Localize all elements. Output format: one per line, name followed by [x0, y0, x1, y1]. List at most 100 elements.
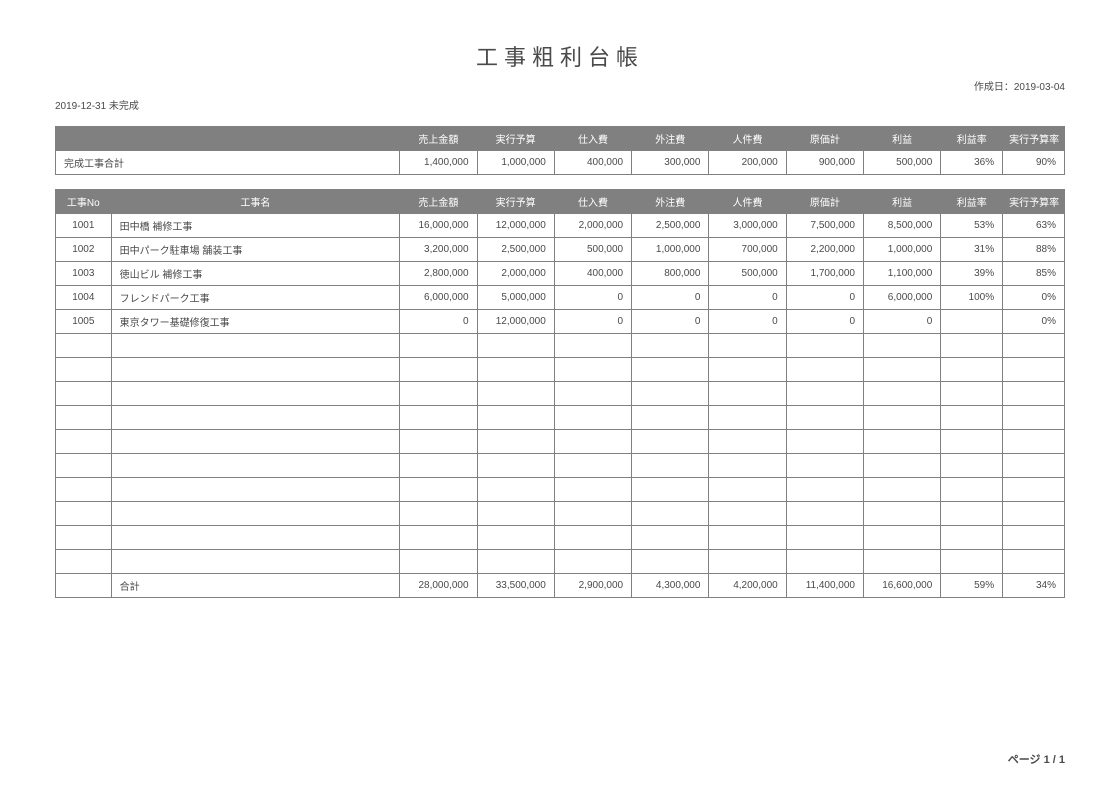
cell-value: 0 [632, 286, 709, 310]
construction-no: 1004 [56, 286, 112, 310]
summary-header: 人件費 [709, 127, 786, 151]
cell-value: 7,500,000 [786, 214, 863, 238]
detail-table: 工事No 工事名 売上金額 実行予算 仕入費 外注費 人件費 原価計 利益 利益… [55, 189, 1065, 598]
empty-cell [1003, 478, 1065, 502]
summary-header-blank [56, 127, 400, 151]
empty-cell [632, 454, 709, 478]
empty-cell [941, 526, 1003, 550]
detail-header: 実行予算率 [1003, 190, 1065, 214]
cell-value: 0 [786, 310, 863, 334]
cell-value: 2,800,000 [400, 262, 477, 286]
empty-cell [554, 406, 631, 430]
gokei-value: 33,500,000 [477, 574, 554, 598]
empty-cell [56, 526, 112, 550]
cell-value: 5,000,000 [477, 286, 554, 310]
cell-value: 0 [709, 286, 786, 310]
summary-value: 500,000 [864, 151, 941, 175]
cell-value: 3,200,000 [400, 238, 477, 262]
empty-cell [56, 502, 112, 526]
empty-cell [632, 526, 709, 550]
empty-row [56, 358, 1065, 382]
summary-header: 利益 [864, 127, 941, 151]
empty-cell [786, 478, 863, 502]
empty-cell [941, 382, 1003, 406]
summary-header: 売上金額 [400, 127, 477, 151]
empty-cell [786, 430, 863, 454]
summary-value: 300,000 [632, 151, 709, 175]
empty-cell [786, 382, 863, 406]
empty-row [56, 382, 1065, 406]
empty-cell [864, 478, 941, 502]
cell-value: 0 [709, 310, 786, 334]
empty-cell [554, 478, 631, 502]
cell-value: 2,500,000 [632, 214, 709, 238]
table-row: 1001田中橋 補修工事16,000,00012,000,0002,000,00… [56, 214, 1065, 238]
detail-header: 外注費 [632, 190, 709, 214]
empty-cell [111, 454, 400, 478]
empty-cell [111, 358, 400, 382]
summary-row-label: 完成工事合計 [56, 151, 400, 175]
empty-cell [554, 454, 631, 478]
cell-value: 0 [786, 286, 863, 310]
cell-value: 12,000,000 [477, 310, 554, 334]
empty-cell [941, 454, 1003, 478]
empty-cell [400, 526, 477, 550]
detail-header: 工事名 [111, 190, 400, 214]
gokei-value: 2,900,000 [554, 574, 631, 598]
summary-value: 1,400,000 [400, 151, 477, 175]
empty-cell [709, 430, 786, 454]
empty-cell [1003, 550, 1065, 574]
construction-name: 徳山ビル 補修工事 [111, 262, 400, 286]
empty-cell [864, 406, 941, 430]
empty-cell [554, 358, 631, 382]
gokei-row: 合計28,000,00033,500,0002,900,0004,300,000… [56, 574, 1065, 598]
empty-cell [400, 454, 477, 478]
empty-cell [554, 382, 631, 406]
empty-cell [709, 550, 786, 574]
empty-cell [554, 334, 631, 358]
construction-no: 1001 [56, 214, 112, 238]
empty-cell [400, 502, 477, 526]
summary-table: 売上金額 実行予算 仕入費 外注費 人件費 原価計 利益 利益率 実行予算率 完… [55, 126, 1065, 175]
table-row: 1005東京タワー基礎修復工事012,000,000000000% [56, 310, 1065, 334]
summary-header: 外注費 [632, 127, 709, 151]
detail-header: 売上金額 [400, 190, 477, 214]
cell-value: 100% [941, 286, 1003, 310]
cell-value: 2,000,000 [477, 262, 554, 286]
empty-row [56, 526, 1065, 550]
gokei-value: 11,400,000 [786, 574, 863, 598]
table-row: 1004フレンドパーク工事6,000,0005,000,00000006,000… [56, 286, 1065, 310]
empty-cell [941, 334, 1003, 358]
empty-cell [632, 430, 709, 454]
empty-cell [477, 454, 554, 478]
empty-cell [864, 382, 941, 406]
create-date: 作成日：2019-03-04 [55, 78, 1065, 93]
empty-cell [400, 430, 477, 454]
cell-value: 500,000 [554, 238, 631, 262]
table-row: 1002田中パーク駐車場 舗装工事3,200,0002,500,000500,0… [56, 238, 1065, 262]
cell-value: 1,000,000 [632, 238, 709, 262]
empty-cell [400, 478, 477, 502]
gokei-value: 34% [1003, 574, 1065, 598]
construction-name: フレンドパーク工事 [111, 286, 400, 310]
empty-cell [111, 430, 400, 454]
construction-no: 1005 [56, 310, 112, 334]
cell-value: 800,000 [632, 262, 709, 286]
empty-cell [709, 454, 786, 478]
cell-value: 2,500,000 [477, 238, 554, 262]
cell-value: 31% [941, 238, 1003, 262]
empty-cell [477, 502, 554, 526]
empty-cell [111, 502, 400, 526]
gokei-label: 合計 [111, 574, 400, 598]
empty-cell [786, 406, 863, 430]
gokei-value: 59% [941, 574, 1003, 598]
empty-cell [709, 382, 786, 406]
cell-value: 700,000 [709, 238, 786, 262]
empty-cell [864, 550, 941, 574]
empty-cell [400, 406, 477, 430]
gokei-value: 16,600,000 [864, 574, 941, 598]
cell-value [941, 310, 1003, 334]
detail-header: 実行予算 [477, 190, 554, 214]
empty-cell [56, 358, 112, 382]
empty-cell [632, 478, 709, 502]
